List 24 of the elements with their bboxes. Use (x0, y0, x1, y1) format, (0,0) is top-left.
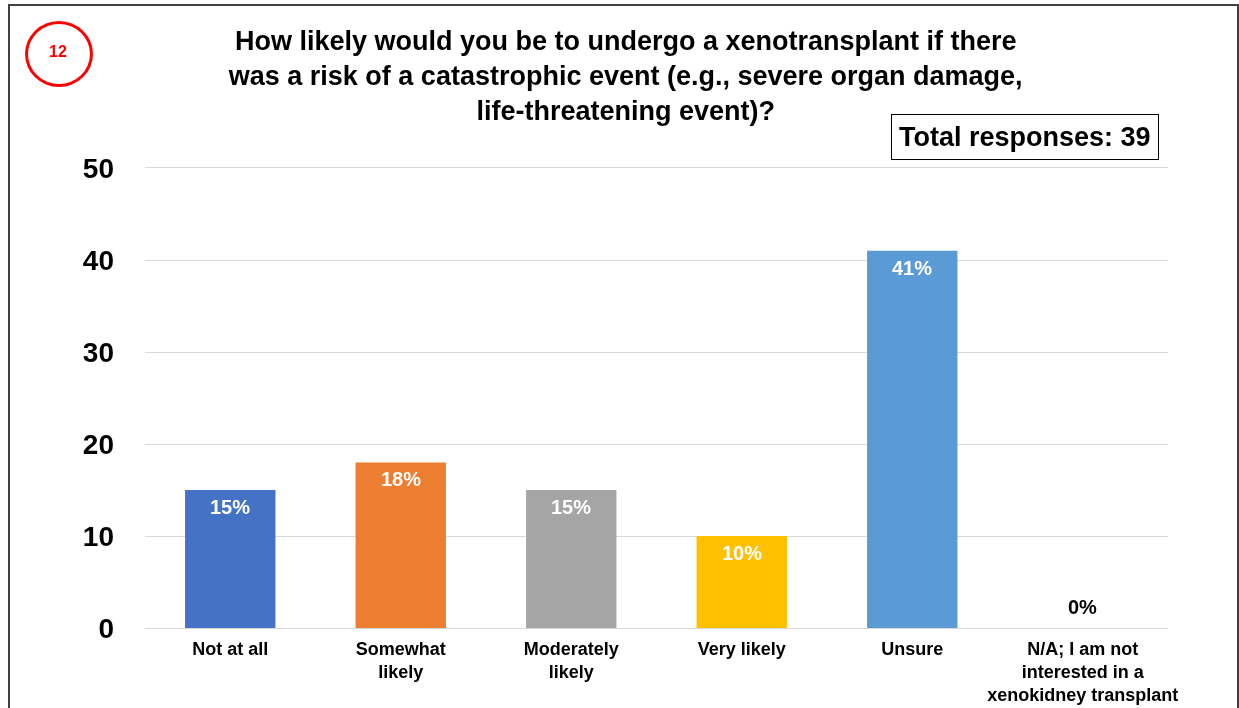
data-label: 18% (381, 468, 422, 490)
bar (526, 490, 617, 628)
x-tick-label: N/A; I am not interested in a xenokidney transplant (987, 638, 1179, 706)
x-tick-label: Unsure (881, 638, 944, 659)
y-tick-label: 0 (98, 612, 114, 644)
data-label: 10% (722, 542, 763, 564)
data-label: 15% (551, 496, 592, 518)
x-tick-label: Not at all (192, 638, 269, 659)
y-tick-label: 40 (82, 244, 114, 276)
data-label: 41% (892, 257, 933, 279)
text: 12 (48, 42, 68, 62)
bar (185, 490, 276, 628)
x-tick-label: Very likely (697, 638, 786, 659)
bar (696, 536, 787, 628)
y-tick-label: 20 (82, 428, 114, 460)
data-label: 15% (210, 496, 251, 518)
y-tick-label: 30 (82, 336, 114, 368)
y-tick-label: 50 (82, 152, 114, 184)
data-label: 0% (1068, 596, 1098, 618)
x-tick-label: Moderately likely (523, 638, 619, 682)
y-tick-label: 10 (82, 520, 114, 552)
bar (355, 462, 446, 628)
bar (867, 250, 958, 628)
x-tick-label: Somewhat likely (355, 638, 446, 682)
